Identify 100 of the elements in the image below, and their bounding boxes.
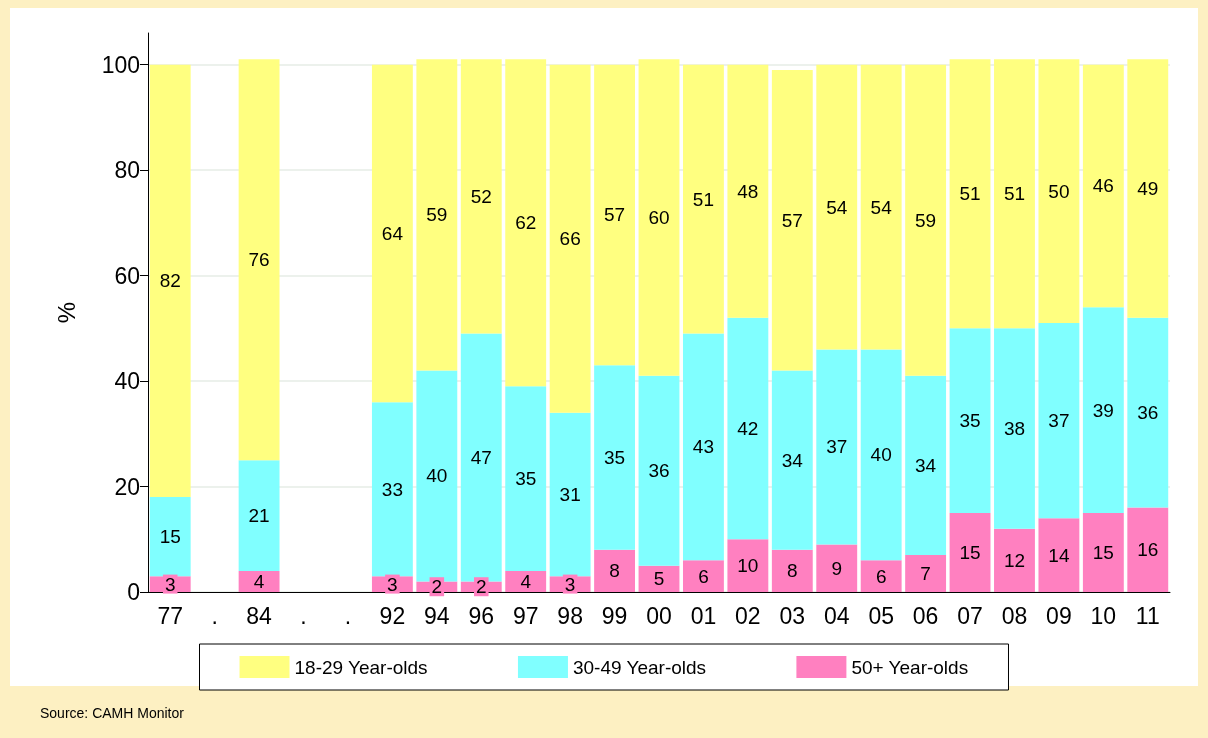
bar <box>594 365 636 550</box>
y-tick-label: 40 <box>114 368 140 395</box>
data-label: 35 <box>515 468 537 490</box>
data-label: 37 <box>1048 410 1070 432</box>
data-label: 37 <box>826 436 848 458</box>
y-tick-label: 100 <box>101 51 140 78</box>
data-label: 66 <box>559 228 581 250</box>
data-label: 62 <box>515 212 537 234</box>
bar <box>505 59 547 387</box>
x-tick-label: 01 <box>690 602 717 629</box>
x-tick-label: 08 <box>1001 602 1028 629</box>
data-label: 57 <box>781 209 803 231</box>
data-label: 3 <box>387 573 398 595</box>
data-label: 8 <box>787 560 798 582</box>
data-label: 59 <box>915 209 937 231</box>
x-tick-label: 03 <box>779 602 806 629</box>
data-label: 82 <box>159 270 181 292</box>
data-label: 6 <box>698 565 709 587</box>
data-label: 40 <box>426 465 448 487</box>
x-tick-label: 02 <box>735 602 761 629</box>
data-label: 42 <box>737 418 759 440</box>
legend-label: 30-49 Year-olds <box>572 656 707 678</box>
bar <box>371 64 413 403</box>
data-label: 9 <box>831 557 843 579</box>
bar <box>816 64 858 350</box>
y-tick-label: 0 <box>127 579 140 605</box>
data-label: 48 <box>737 180 759 202</box>
bar <box>771 370 813 550</box>
bar <box>994 59 1035 329</box>
data-label: 5 <box>653 568 665 590</box>
bar <box>1127 317 1169 508</box>
data-label: 39 <box>1092 399 1114 421</box>
data-label: 49 <box>1137 178 1159 200</box>
data-label: 4 <box>520 570 532 592</box>
x-tick-label: 99 <box>601 602 628 629</box>
bar <box>816 349 858 545</box>
x-tick-label: 96 <box>468 602 495 629</box>
bar <box>1127 507 1169 592</box>
data-label: 3 <box>164 573 176 595</box>
data-label: 34 <box>781 449 804 471</box>
data-label: 15 <box>159 526 181 548</box>
data-label: 33 <box>381 478 403 500</box>
bar <box>505 386 547 571</box>
data-label: 60 <box>648 207 670 229</box>
data-label: 10 <box>737 555 759 577</box>
bar <box>949 59 991 329</box>
bar <box>860 349 902 561</box>
bar <box>638 375 680 566</box>
data-label: 15 <box>959 541 981 563</box>
x-tick-label: 10 <box>1090 602 1117 629</box>
x-tick-label: . <box>300 602 307 629</box>
bar <box>594 64 636 366</box>
data-label: 40 <box>870 444 892 466</box>
data-label: 46 <box>1092 175 1114 197</box>
data-label: 54 <box>826 196 848 218</box>
data-label: 15 <box>1092 541 1114 563</box>
x-tick-label: 94 <box>424 602 450 629</box>
bar <box>994 328 1035 529</box>
data-label: 52 <box>470 185 492 207</box>
x-tick-label: . <box>344 602 352 629</box>
data-label: 76 <box>248 249 270 271</box>
y-tick-label: 20 <box>114 473 140 500</box>
data-label: 6 <box>875 565 887 587</box>
bar <box>460 333 502 582</box>
bar <box>238 460 280 571</box>
data-label: 36 <box>1137 402 1159 424</box>
x-tick-label: 09 <box>1046 602 1072 629</box>
bar <box>1038 323 1080 519</box>
bar <box>682 64 724 334</box>
data-label: 2 <box>475 576 487 598</box>
data-label: 38 <box>1003 418 1026 440</box>
bar <box>549 412 591 577</box>
bar <box>771 69 813 371</box>
data-label: 47 <box>470 447 492 469</box>
data-label: 57 <box>603 204 626 226</box>
bar <box>638 59 680 376</box>
data-label: 54 <box>870 196 893 218</box>
data-label: 3 <box>564 573 576 595</box>
data-label: 31 <box>559 483 581 505</box>
bar <box>727 64 769 318</box>
legend-label: 50+ Year-olds <box>851 656 969 678</box>
bar <box>905 375 947 556</box>
data-label: 7 <box>920 563 931 585</box>
x-tick-label: 98 <box>557 602 583 629</box>
data-label: 36 <box>648 460 670 482</box>
data-label: 51 <box>1003 183 1026 205</box>
bar <box>416 370 458 582</box>
source-note: Source: CAMH Monitor <box>40 705 185 721</box>
bar <box>238 59 280 461</box>
bar <box>149 64 191 498</box>
legend-label: 18-29 Year-olds <box>294 656 428 678</box>
data-label: 12 <box>1003 549 1026 571</box>
bar <box>905 64 947 376</box>
x-tick-label: 77 <box>157 602 184 629</box>
x-tick-label: 04 <box>823 602 850 629</box>
x-tick-label: 06 <box>912 602 939 629</box>
bar <box>1038 59 1080 324</box>
x-tick-label: 84 <box>246 602 273 629</box>
data-label: 51 <box>692 188 715 210</box>
bar <box>371 402 413 577</box>
